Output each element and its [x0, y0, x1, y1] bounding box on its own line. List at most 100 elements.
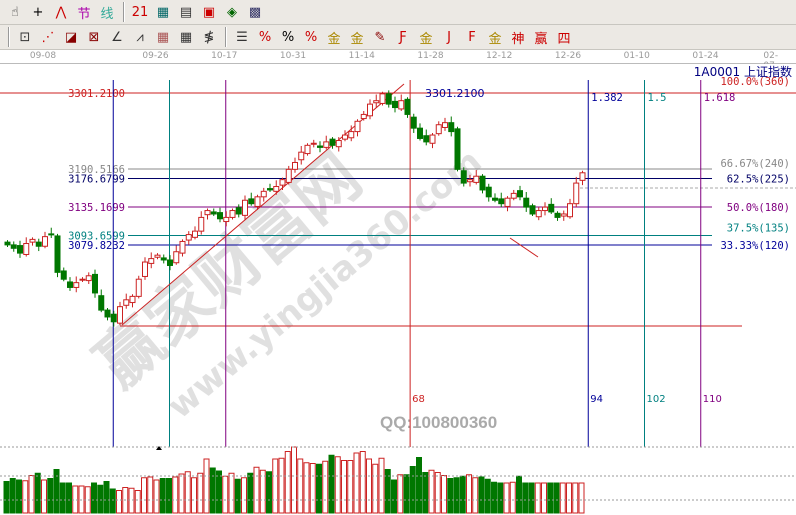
candle	[85, 275, 92, 282]
volume-bar	[491, 481, 497, 514]
volume-bar	[372, 463, 379, 514]
candle	[210, 211, 217, 215]
candle	[285, 168, 292, 183]
crosshair-icon[interactable]: +	[32, 4, 44, 20]
volume-bar	[228, 472, 235, 514]
volume-bar	[541, 482, 547, 514]
candle	[185, 234, 192, 241]
volume-bar	[91, 482, 97, 514]
gold-lines-icon[interactable]: 金	[350, 31, 364, 47]
win-fan-icon[interactable]: 赢	[534, 31, 548, 47]
volume-bar	[178, 473, 185, 514]
percent-line-icon[interactable]: %	[258, 29, 272, 45]
candle	[485, 186, 492, 198]
volume-bar	[16, 479, 22, 514]
line-tool-icon[interactable]: ⋀	[55, 4, 67, 20]
fib-pct-label: 50.0%(180)	[727, 202, 790, 214]
candle	[260, 190, 267, 198]
date-label: 09-26	[142, 51, 169, 61]
grid2-icon[interactable]: ▦	[179, 29, 193, 45]
candle	[373, 100, 380, 104]
hand-icon[interactable]: ☝	[11, 4, 19, 20]
calculator-icon[interactable]: ▦	[156, 4, 170, 20]
candle	[267, 188, 273, 191]
candle	[548, 203, 555, 213]
network-icon[interactable]: ◈	[227, 4, 237, 20]
volume-bar	[53, 469, 60, 514]
volume-bar	[391, 479, 397, 514]
candle	[517, 190, 523, 198]
candle	[17, 245, 23, 254]
candle	[410, 116, 417, 129]
volume-bar	[272, 458, 279, 514]
candle	[323, 141, 330, 148]
time-icon[interactable]: ☰	[236, 29, 248, 45]
god-fan-icon[interactable]: 神	[511, 31, 525, 47]
section-icon[interactable]: 节	[77, 6, 91, 22]
j-fan-icon[interactable]: J	[447, 29, 451, 45]
toolbar-separator	[8, 27, 10, 47]
toolbar-separator	[225, 27, 227, 47]
gold-circle-icon[interactable]: 金	[327, 31, 341, 47]
candle	[367, 103, 373, 117]
candle	[179, 240, 186, 254]
candle	[242, 199, 248, 216]
percent-icon[interactable]: %	[281, 29, 295, 45]
box-icon[interactable]: ⊡	[19, 29, 31, 45]
candle	[79, 278, 86, 281]
wave-icon[interactable]: ⩘	[136, 29, 144, 45]
volume-bar	[172, 476, 179, 514]
arrow-line	[509, 237, 539, 258]
volume-bar	[253, 466, 260, 514]
volume-bar	[384, 469, 391, 514]
angle-icon[interactable]: ∠	[111, 29, 123, 45]
fib-price-label: 3176.6799	[68, 173, 125, 185]
gold-icon[interactable]: 金	[419, 31, 433, 47]
volume-bar	[191, 477, 197, 514]
date-label: 12-26	[554, 51, 582, 61]
candle	[123, 299, 130, 306]
arc-icon[interactable]: ◪	[64, 29, 78, 45]
volume-bar	[3, 481, 10, 514]
candle	[310, 142, 317, 145]
volume-bar	[147, 476, 154, 514]
toolbar-drawing: ⊡ ⋰ ◪ ⊠ ∠ ⩘ ▦ ▦ ≸ ☰%%% 金金 ✎ Ƒ 金 J F 金神赢四	[0, 25, 796, 50]
gann-icon[interactable]: ⊠	[88, 29, 100, 45]
fan-icon[interactable]: ⋰	[41, 29, 55, 45]
candle	[404, 98, 411, 115]
candle	[10, 244, 17, 249]
fib-pct-label: 66.67%(240)	[720, 158, 790, 170]
volume-bar	[409, 466, 416, 514]
time-line-label: 102	[647, 394, 666, 405]
grid-icon[interactable]: ▦	[156, 29, 170, 45]
volume-bar	[216, 470, 222, 514]
f-fan-icon[interactable]: F	[468, 29, 476, 45]
candle	[473, 175, 480, 183]
volume-bar	[322, 460, 329, 514]
save-icon[interactable]: ▣	[202, 4, 216, 20]
pen-icon[interactable]: ✎	[374, 29, 386, 45]
date-label: 01-10	[623, 51, 650, 61]
volume-bar	[116, 490, 122, 514]
calendar-icon[interactable]: 21	[131, 4, 149, 20]
notes-icon[interactable]: ▤	[179, 4, 193, 20]
candle	[379, 93, 386, 104]
candle	[73, 282, 80, 288]
candle	[198, 216, 205, 232]
candle	[398, 100, 405, 110]
fib-icon[interactable]: Ƒ	[399, 29, 407, 45]
parallel-icon[interactable]: ≸	[203, 29, 215, 45]
percent-lines-icon[interactable]: %	[304, 29, 318, 45]
volume-bar	[309, 463, 316, 514]
candle	[92, 273, 98, 294]
candle	[348, 131, 355, 139]
time-ratio-label: 1.618	[704, 92, 736, 104]
print-icon[interactable]: ▩	[248, 4, 262, 20]
time-line-label: 110	[703, 394, 722, 405]
volume-bar	[422, 472, 429, 514]
gold-fan-icon[interactable]: 金	[488, 31, 502, 47]
line-icon[interactable]: 线	[100, 6, 114, 22]
candle	[360, 113, 367, 120]
four-fan-icon[interactable]: 四	[557, 31, 571, 47]
